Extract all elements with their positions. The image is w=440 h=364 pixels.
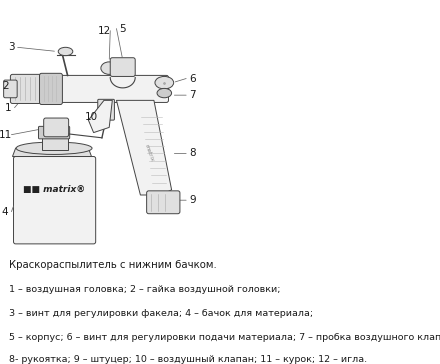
FancyBboxPatch shape (14, 157, 95, 244)
Ellipse shape (16, 142, 92, 154)
Text: 1 – воздушная головка; 2 – гайка воздушной головки;: 1 – воздушная головка; 2 – гайка воздушн… (9, 285, 280, 294)
Polygon shape (12, 148, 92, 157)
Text: 10: 10 (85, 112, 98, 122)
Text: 11: 11 (0, 130, 12, 140)
FancyBboxPatch shape (4, 80, 17, 98)
Text: 9: 9 (189, 195, 196, 205)
FancyBboxPatch shape (110, 58, 135, 76)
Text: 4: 4 (2, 207, 8, 217)
Text: 3 – винт для регулировки факела; 4 – бачок для материала;: 3 – винт для регулировки факела; 4 – бач… (9, 309, 313, 318)
Text: 5: 5 (119, 24, 126, 33)
Ellipse shape (58, 47, 73, 56)
Text: 3: 3 (8, 42, 15, 52)
Polygon shape (117, 100, 172, 195)
Polygon shape (88, 100, 112, 132)
Bar (42, 132, 68, 150)
Ellipse shape (155, 76, 174, 89)
Ellipse shape (101, 62, 117, 74)
Text: 8: 8 (189, 149, 196, 158)
Text: 1: 1 (5, 103, 11, 112)
Ellipse shape (157, 88, 172, 98)
Text: Краскораспылитель с нижним бачком.: Краскораспылитель с нижним бачком. (9, 260, 216, 270)
FancyBboxPatch shape (98, 99, 114, 120)
Text: matrix: matrix (143, 144, 154, 163)
FancyBboxPatch shape (38, 126, 70, 139)
FancyBboxPatch shape (44, 118, 69, 137)
Text: 12: 12 (97, 26, 110, 36)
FancyBboxPatch shape (34, 75, 169, 102)
FancyBboxPatch shape (147, 191, 180, 214)
Text: 6: 6 (189, 74, 196, 83)
FancyBboxPatch shape (11, 74, 46, 103)
Text: ■■ matrix®: ■■ matrix® (23, 185, 85, 194)
FancyBboxPatch shape (40, 73, 62, 104)
Text: 2: 2 (2, 81, 8, 91)
Text: 5 – корпус; 6 – винт для регулировки подачи материала; 7 – пробка воздушного кла: 5 – корпус; 6 – винт для регулировки под… (9, 333, 440, 343)
Text: 8- рукоятка; 9 – штуцер; 10 – воздушный клапан; 11 – курок; 12 – игла.: 8- рукоятка; 9 – штуцер; 10 – воздушный … (9, 355, 367, 364)
Text: 7: 7 (189, 90, 196, 100)
